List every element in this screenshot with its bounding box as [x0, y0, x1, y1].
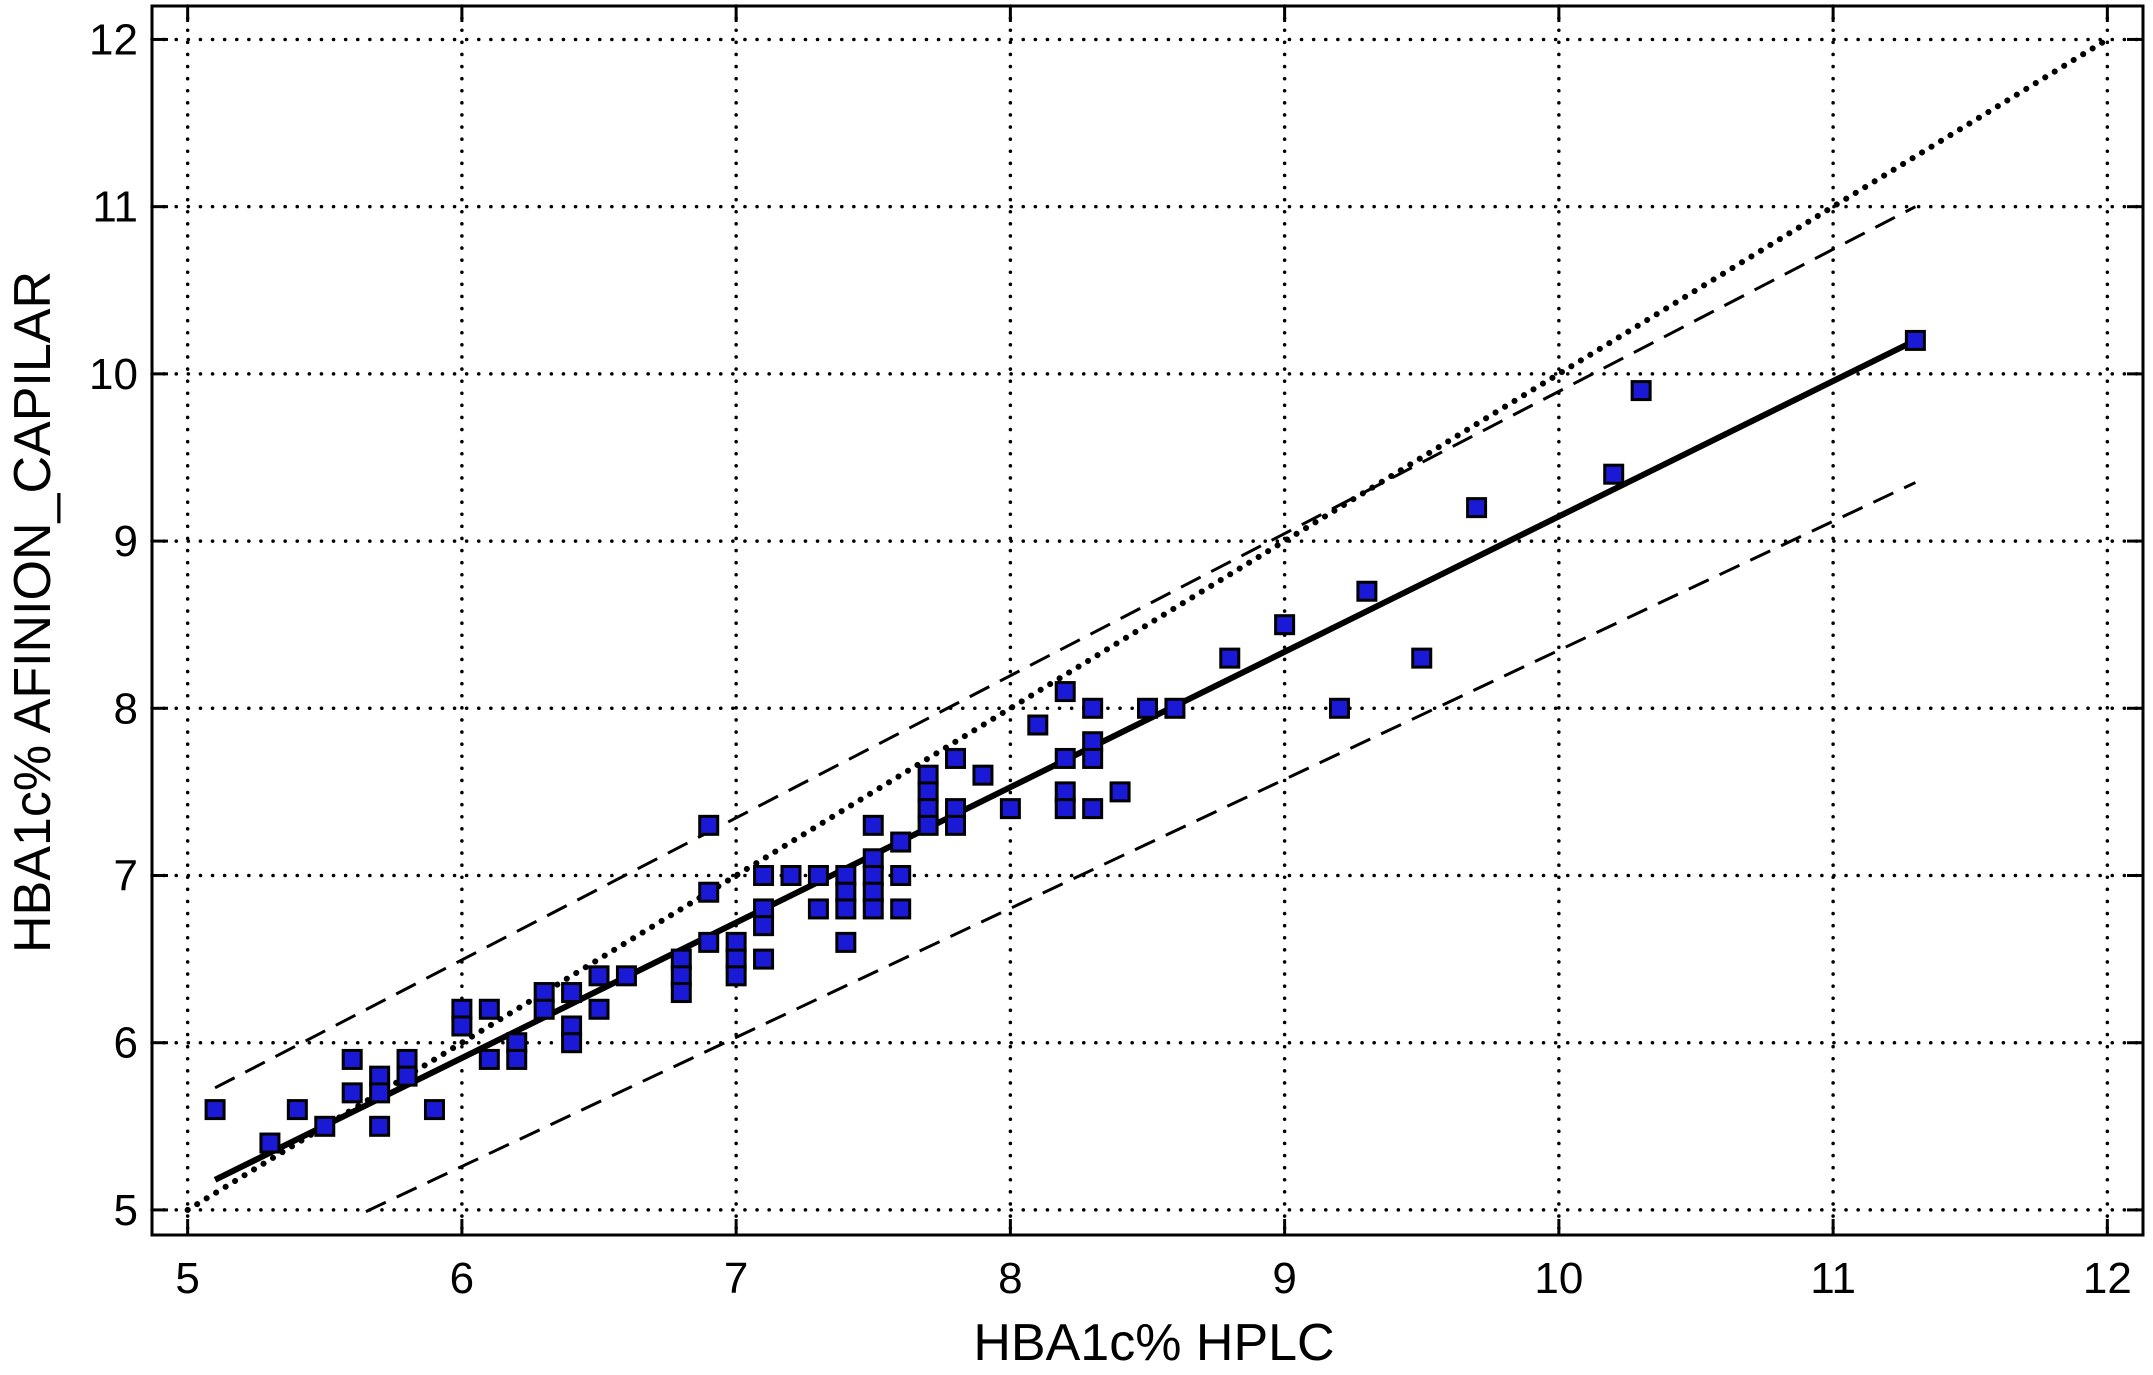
- data-point: [204, 1099, 226, 1121]
- data-point: [1466, 497, 1488, 519]
- data-point: [753, 864, 775, 886]
- x-tick-label: 8: [998, 1254, 1022, 1303]
- data-point: [341, 1048, 363, 1070]
- data-point: [506, 1048, 528, 1070]
- y-tick-label: 11: [92, 183, 138, 232]
- y-tick-label: 7: [114, 851, 138, 900]
- data-point: [1082, 798, 1104, 820]
- data-point: [533, 998, 555, 1020]
- data-point: [890, 864, 912, 886]
- data-point: [945, 814, 967, 836]
- data-point: [478, 1048, 500, 1070]
- grid-lines: [150, 4, 2145, 1237]
- data-point: [1054, 798, 1076, 820]
- data-point: [615, 965, 637, 987]
- data-point: [835, 931, 857, 953]
- data-point: [1109, 781, 1131, 803]
- data-point: [1082, 747, 1104, 769]
- data-point: [1904, 329, 1926, 351]
- data-point: [670, 982, 692, 1004]
- data-point: [341, 1082, 363, 1104]
- data-point: [1219, 647, 1241, 669]
- data-point: [451, 1015, 473, 1037]
- data-point: [314, 1115, 336, 1137]
- data-point: [259, 1132, 281, 1154]
- data-point: [917, 814, 939, 836]
- y-tick-label: 10: [89, 350, 138, 399]
- y-tick-label: 5: [114, 1186, 138, 1235]
- data-point: [1027, 714, 1049, 736]
- data-point: [286, 1099, 308, 1121]
- data-point: [780, 864, 802, 886]
- data-point: [999, 798, 1021, 820]
- data-point: [561, 1032, 583, 1054]
- fit-lines: [184, 36, 2111, 1213]
- data-point: [698, 881, 720, 903]
- data-point: [753, 915, 775, 937]
- data-point: [1328, 697, 1350, 719]
- x-axis-label: HBA1c% HPLC: [973, 1314, 1334, 1372]
- data-point: [1054, 681, 1076, 703]
- y-tick-label: 12: [89, 15, 138, 64]
- dashed-line: [365, 481, 1917, 1213]
- data-point: [890, 898, 912, 920]
- data-point: [369, 1115, 391, 1137]
- y-tick-label: 8: [114, 684, 138, 733]
- x-tick-labels: 5 6 7 8 9 10 11 12: [175, 1254, 2131, 1303]
- data-point: [862, 814, 884, 836]
- data-point: [807, 898, 829, 920]
- data-point: [1082, 697, 1104, 719]
- data-point: [588, 965, 610, 987]
- x-tick-label: 12: [2083, 1254, 2132, 1303]
- data-point: [698, 931, 720, 953]
- x-tick-label: 11: [1810, 1254, 1856, 1303]
- data-point: [807, 864, 829, 886]
- dashed-line: [214, 205, 1917, 1090]
- data-point: [972, 764, 994, 786]
- data-point: [1164, 697, 1186, 719]
- y-tick-label: 6: [114, 1019, 138, 1068]
- data-point: [396, 1065, 418, 1087]
- axis-ticks: [152, 6, 2143, 1235]
- data-point: [698, 814, 720, 836]
- x-tick-label: 7: [724, 1254, 748, 1303]
- y-tick-labels: 5 6 7 8 9 10 11 12: [89, 15, 138, 1234]
- data-point: [835, 898, 857, 920]
- data-point: [1603, 463, 1625, 485]
- plot-frame: [150, 4, 2145, 1237]
- x-tick-label: 10: [1534, 1254, 1583, 1303]
- data-point: [1630, 380, 1652, 402]
- data-point: [478, 998, 500, 1020]
- x-tick-label: 6: [450, 1254, 474, 1303]
- data-point: [753, 948, 775, 970]
- data-point: [1054, 747, 1076, 769]
- data-point: [890, 831, 912, 853]
- data-point: [561, 982, 583, 1004]
- data-points: [204, 329, 1926, 1154]
- data-point: [369, 1082, 391, 1104]
- data-point: [1411, 647, 1433, 669]
- data-point: [725, 965, 747, 987]
- y-tick-label: 9: [114, 517, 138, 566]
- y-axis-label: HBA1c% AFINION_CAPILAR: [4, 271, 62, 953]
- data-point: [1356, 580, 1378, 602]
- data-point: [1274, 614, 1296, 636]
- data-point: [945, 747, 967, 769]
- x-tick-label: 9: [1272, 1254, 1296, 1303]
- data-point: [862, 898, 884, 920]
- data-point: [423, 1099, 445, 1121]
- dotted-line: [184, 36, 2111, 1213]
- x-tick-label: 5: [175, 1254, 199, 1303]
- data-point: [588, 998, 610, 1020]
- data-point: [1137, 697, 1158, 719]
